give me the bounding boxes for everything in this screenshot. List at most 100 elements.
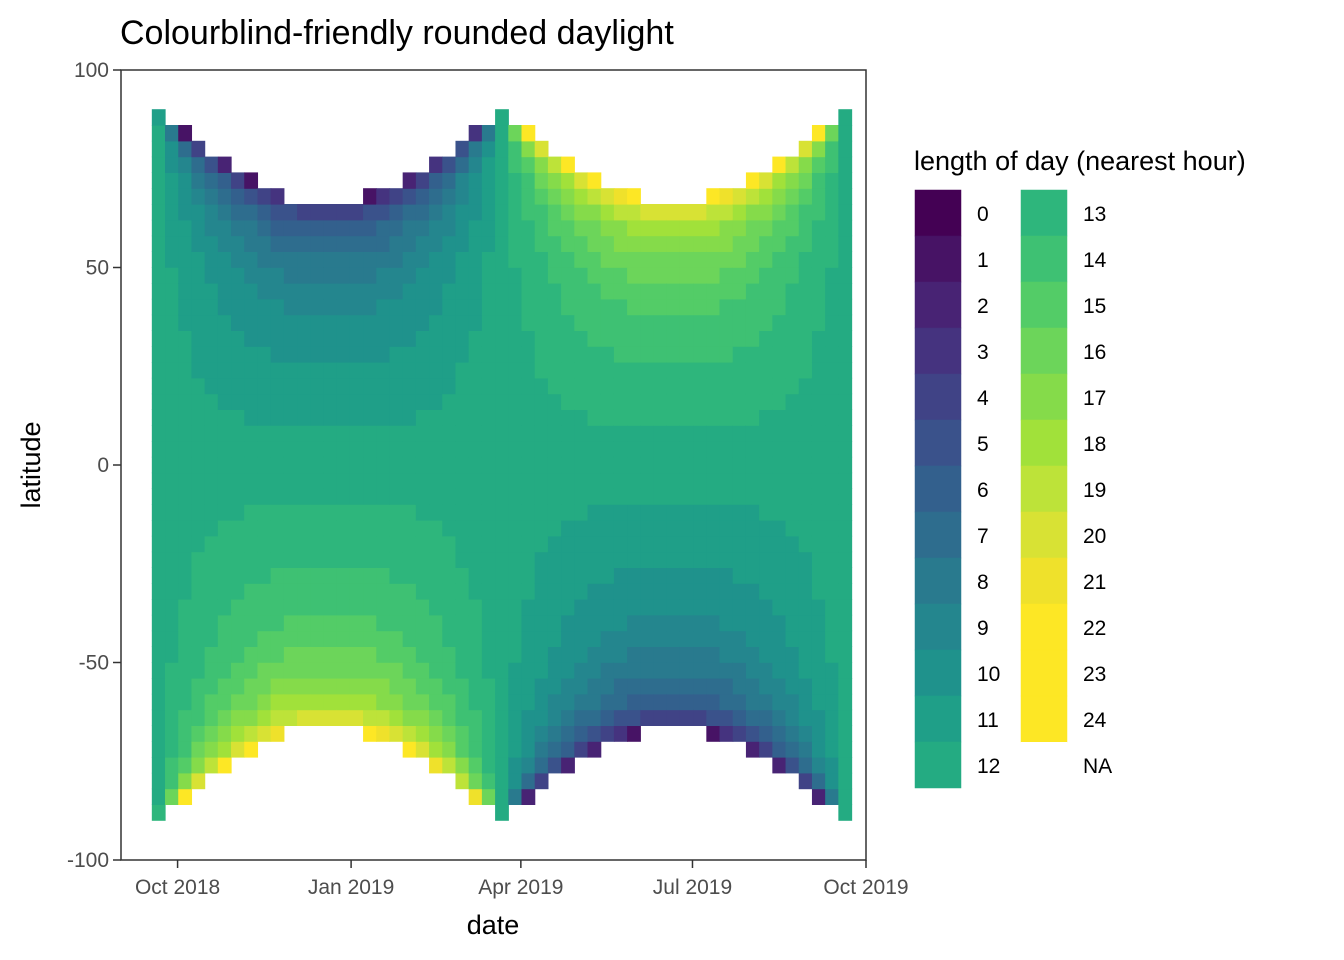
heatmap-cell (455, 377, 470, 395)
heatmap-cell (745, 693, 760, 711)
heatmap-cell (666, 283, 681, 300)
legend-key-10 (914, 649, 962, 697)
heatmap-cell (389, 409, 404, 426)
heatmap-cell (495, 377, 509, 395)
heatmap-cell (349, 283, 364, 300)
heatmap-cell (270, 520, 285, 537)
heatmap-cell (455, 599, 470, 616)
heatmap-cell (666, 630, 681, 647)
heatmap-cell (283, 362, 298, 379)
heatmap-cell (772, 504, 787, 521)
heatmap-cell (204, 267, 219, 284)
legend-label: 7 (977, 525, 989, 548)
heatmap-cell (231, 646, 245, 663)
heatmap-cell (389, 456, 404, 474)
heatmap-cell (402, 551, 417, 568)
heatmap-cell (706, 377, 721, 395)
heatmap-cell (759, 204, 773, 221)
heatmap-cell (310, 251, 325, 268)
heatmap-cell (415, 488, 430, 505)
heatmap-cell (178, 788, 193, 805)
heatmap-cell (838, 488, 853, 505)
heatmap-cell (323, 377, 338, 395)
heatmap-cell (772, 662, 787, 679)
heatmap-cell (363, 314, 377, 331)
heatmap-cell (323, 425, 338, 442)
heatmap-cell (627, 441, 641, 458)
heatmap-cell (811, 678, 826, 695)
heatmap-cell (693, 267, 707, 284)
heatmap-cell (336, 599, 351, 616)
heatmap-cell (297, 472, 311, 489)
heatmap-cell (653, 409, 668, 426)
heatmap-cell (613, 235, 628, 252)
heatmap-cell (666, 599, 681, 616)
heatmap-cell (811, 709, 826, 726)
heatmap-cell (442, 693, 457, 711)
heatmap-cell (561, 614, 575, 632)
heatmap-cell (534, 725, 549, 742)
heatmap-cell (745, 709, 760, 726)
heatmap-cell (495, 693, 509, 711)
heatmap-cell (653, 314, 668, 331)
heatmap-cell (165, 456, 179, 474)
heatmap-cell (178, 725, 193, 742)
heatmap-cell (270, 583, 285, 600)
heatmap-cell (165, 488, 179, 505)
heatmap-cell (297, 235, 311, 252)
heatmap-cell (204, 709, 219, 726)
heatmap-cell (455, 330, 470, 347)
heatmap-cell (178, 283, 193, 300)
heatmap-cell (468, 535, 483, 553)
heatmap-cell (825, 156, 839, 173)
heatmap-cell (204, 662, 219, 679)
heatmap-cell (257, 646, 272, 663)
heatmap-cell (547, 235, 562, 252)
heatmap-cell (732, 346, 747, 363)
heatmap-cell (811, 441, 826, 458)
heatmap-cell (455, 630, 470, 647)
heatmap-cell (838, 188, 853, 205)
heatmap-cell (719, 346, 734, 363)
heatmap-cell (481, 693, 496, 711)
heatmap-cell (336, 662, 351, 679)
heatmap-cell (481, 409, 496, 426)
heatmap-cell (402, 535, 417, 553)
heatmap-cell (798, 599, 813, 616)
heatmap-cell (547, 441, 562, 458)
heatmap-cell (745, 725, 760, 742)
heatmap-cell (191, 251, 206, 268)
heatmap-cell (336, 393, 351, 410)
heatmap-cell (732, 551, 747, 568)
heatmap-cell (455, 693, 470, 711)
heatmap-cell (785, 709, 800, 726)
heatmap-cell (772, 441, 787, 458)
heatmap-cell (336, 504, 351, 521)
heatmap-cell (600, 551, 615, 568)
heatmap-cell (508, 551, 523, 568)
heatmap-cell (495, 125, 509, 142)
heatmap-cell (402, 235, 417, 252)
heatmap-cell (534, 172, 549, 189)
heatmap-cell (693, 567, 707, 584)
heatmap-cell (455, 583, 470, 600)
heatmap-cell (759, 646, 773, 663)
heatmap-cell (495, 551, 509, 568)
heatmap-cell (217, 267, 232, 284)
heatmap-cell (679, 298, 694, 316)
heatmap-cell (231, 472, 245, 489)
heatmap-cell (455, 725, 470, 742)
heatmap-cell (270, 646, 285, 663)
heatmap-cell (363, 204, 377, 221)
heatmap-cell (429, 488, 443, 505)
legend-label: 19 (1083, 479, 1106, 502)
heatmap-cell (785, 599, 800, 616)
heatmap-cell (257, 456, 272, 474)
heatmap-cell (534, 393, 549, 410)
heatmap-cell (600, 330, 615, 347)
heatmap-cell (257, 614, 272, 632)
heatmap-cell (495, 757, 509, 774)
heatmap-cell (310, 267, 325, 284)
heatmap-cell (772, 646, 787, 663)
legend-key-24 (1020, 695, 1068, 743)
